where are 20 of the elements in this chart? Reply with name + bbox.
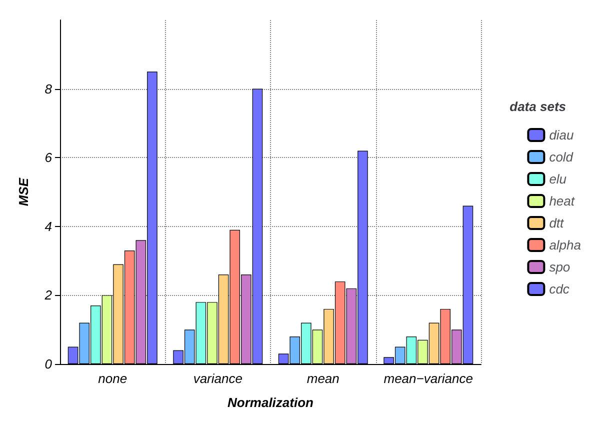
legend-label: heat	[549, 194, 576, 208]
legend-label: cold	[549, 150, 574, 164]
legend-label: dtt	[549, 216, 566, 230]
x-tick-label: variance	[193, 371, 242, 386]
legend-label: diau	[549, 128, 574, 142]
x-tick-label: mean−variance	[384, 371, 473, 386]
legend-label: alpha	[549, 238, 582, 252]
y-axis-title: MSE	[16, 178, 31, 206]
legend-label: cdc	[549, 282, 570, 296]
y-tick-label: 0	[44, 356, 53, 372]
y-tick-label: 2	[44, 288, 53, 303]
legend-title: data sets	[510, 99, 566, 114]
legend-label: spo	[549, 260, 570, 274]
y-tick-label: 8	[44, 81, 53, 96]
x-tick-label: mean	[306, 371, 340, 386]
legend-label: elu	[549, 172, 567, 186]
y-tick-label: 6	[44, 150, 53, 166]
x-tick-label: none	[98, 371, 128, 386]
x-axis-title: Normalization	[228, 395, 314, 410]
y-tick-label: 4	[44, 218, 52, 234]
